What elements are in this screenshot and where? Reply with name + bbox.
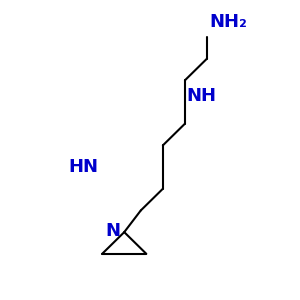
Text: N: N [106,222,121,240]
Text: NH₂: NH₂ [209,13,247,31]
Text: NH: NH [187,87,217,105]
Text: HN: HN [68,158,98,176]
